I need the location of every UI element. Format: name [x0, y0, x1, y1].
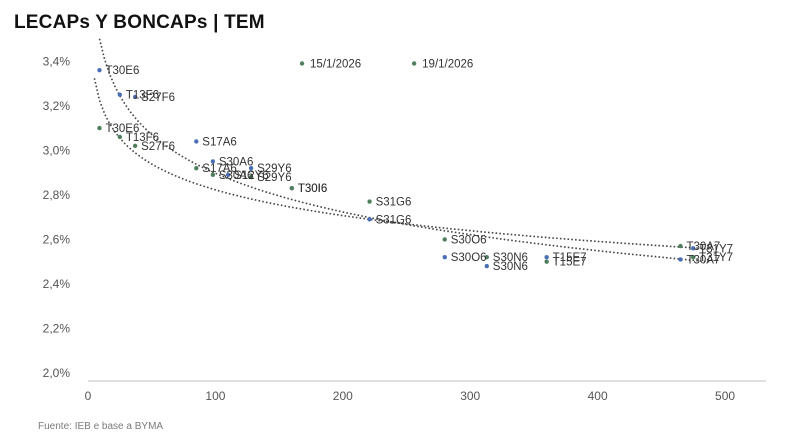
- data-label: S30O6: [451, 252, 487, 264]
- y-tick-label: 2,4%: [43, 277, 71, 291]
- data-label: S27F6: [141, 141, 175, 153]
- data-point: [117, 134, 123, 140]
- data-point: [210, 172, 216, 178]
- y-tick-label: 3,2%: [43, 99, 71, 113]
- data-label: T30A7: [686, 254, 720, 266]
- data-label: T31Y7: [699, 243, 733, 255]
- data-point: [690, 255, 696, 260]
- x-tick-label: 300: [460, 389, 480, 403]
- data-point: [367, 199, 372, 204]
- y-tick-label: 3,4%: [43, 54, 71, 68]
- y-tick-label: 2,8%: [43, 188, 71, 202]
- trend-line: [93, 78, 712, 250]
- data-label: T30I6: [298, 183, 327, 195]
- data-label: T31Y7: [699, 252, 733, 264]
- data-points: [97, 61, 696, 269]
- data-label: S30N6: [493, 252, 528, 264]
- x-tick-label: 400: [588, 389, 608, 403]
- x-tick-label: 100: [205, 389, 225, 403]
- data-label: T13F6: [126, 90, 159, 102]
- trend-lines: [93, 38, 712, 263]
- data-point: [289, 185, 295, 191]
- data-label: T15E7: [553, 252, 587, 264]
- data-point: [97, 125, 102, 131]
- data-point: [117, 92, 123, 97]
- data-label: S29Y6: [257, 163, 292, 175]
- annotation-point: [411, 61, 417, 66]
- source-note: Fuente: IEB e base a BYMA: [38, 421, 164, 432]
- x-tick-label: 0: [85, 389, 92, 403]
- y-tick-label: 2,2%: [43, 321, 71, 335]
- data-label: T13F6: [126, 132, 159, 144]
- data-point: [248, 165, 254, 171]
- data-label: T30E6: [105, 123, 139, 135]
- data-point: [97, 67, 102, 73]
- data-point: [544, 255, 549, 260]
- data-label: T15E7: [553, 257, 587, 269]
- data-label: S30A6: [219, 170, 254, 182]
- data-label: T30I6: [298, 183, 327, 195]
- data-point: [132, 94, 138, 100]
- trend-line: [98, 38, 712, 263]
- y-tick-label: 2,6%: [43, 232, 71, 246]
- x-tick-label: 500: [715, 389, 735, 403]
- data-point: [194, 165, 199, 171]
- data-label: S27F6: [141, 92, 175, 104]
- data-point: [484, 263, 489, 269]
- data-point: [442, 255, 447, 260]
- data-label: S31G6: [376, 197, 412, 209]
- data-point: [194, 139, 199, 144]
- data-label: S31G6: [376, 214, 412, 226]
- data-label: S30N6: [493, 261, 528, 273]
- data-point: [210, 159, 216, 164]
- point-labels: T30E6T13F6S27F6S17A6S30A6S12Y6S29Y6T30I6…: [105, 58, 733, 273]
- data-point: [442, 237, 447, 242]
- data-label: S17A6: [202, 136, 237, 148]
- annotation-label: 15/1/2026: [310, 58, 361, 70]
- data-point: [225, 172, 231, 178]
- data-label: S30A6: [219, 156, 254, 168]
- y-tick-label: 2,0%: [43, 366, 71, 380]
- axes: 2,0% 2,2% 2,4% 2,6% 2,8% 3,0% 3,2% 3,4% 0 100 200 3…: [43, 54, 766, 403]
- chart-title: LECAPs Y BONCAPs | TEM: [14, 12, 265, 33]
- data-point: [484, 255, 489, 260]
- x-tick-label: 200: [333, 389, 353, 403]
- data-point: [678, 257, 683, 262]
- data-label: T30A7: [686, 241, 720, 253]
- data-label: S17A6: [202, 163, 237, 175]
- data-point: [132, 143, 138, 149]
- data-label: S12Y6: [234, 170, 269, 182]
- data-point: [678, 243, 683, 249]
- data-point: [544, 259, 549, 264]
- annotation-point: [299, 61, 305, 66]
- data-label: S29Y6: [257, 172, 292, 184]
- data-point: [248, 174, 254, 180]
- data-label: S30O6: [451, 234, 487, 246]
- y-tick-label: 3,0%: [43, 143, 71, 157]
- data-label: T30E6: [105, 65, 139, 77]
- annotation-label: 19/1/2026: [422, 58, 473, 70]
- data-point: [367, 217, 372, 222]
- data-point: [690, 246, 696, 251]
